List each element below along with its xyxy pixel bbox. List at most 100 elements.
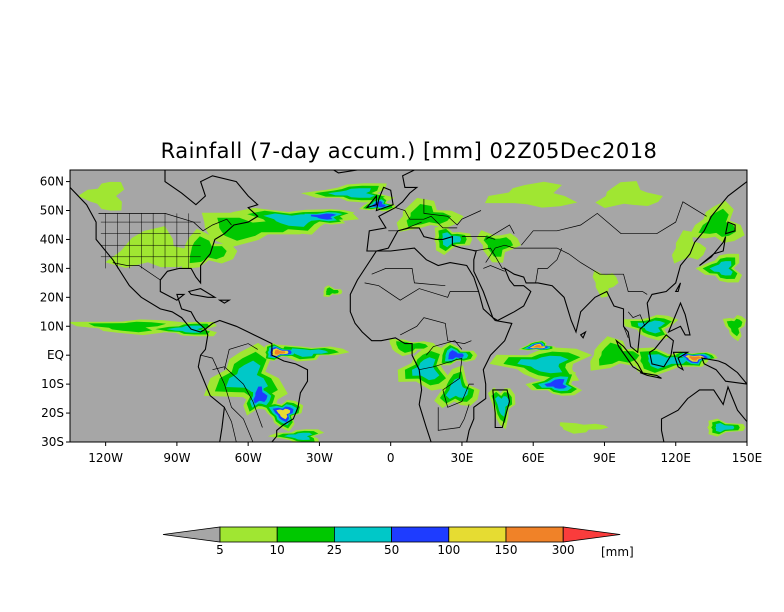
country-border	[98, 213, 232, 232]
rain-contour	[448, 350, 464, 360]
country-border	[388, 221, 422, 232]
country-border	[371, 268, 446, 287]
rain-contour	[592, 270, 619, 298]
colorbar-level-label: 100	[437, 543, 460, 557]
coastline-layer	[70, 170, 747, 442]
colorbar-level-label: 300	[552, 543, 575, 557]
rain-contour	[445, 377, 469, 399]
rain-contour	[442, 232, 462, 248]
country-border	[535, 247, 563, 283]
lon-tick-label: 90E	[593, 451, 616, 465]
lat-tick-label: 20S	[41, 406, 64, 420]
colorbar-swatch	[219, 526, 278, 543]
rain-contour	[559, 422, 609, 434]
lat-tick-label: 30S	[41, 435, 64, 449]
colorbar-swatch	[562, 526, 621, 543]
coastline	[197, 319, 309, 442]
lon-tick-label: 30E	[451, 451, 474, 465]
colorbar-swatch	[448, 526, 507, 543]
coastline	[660, 385, 747, 442]
map-frame	[69, 169, 748, 443]
rain-contour	[406, 204, 452, 227]
rain-contour	[326, 287, 339, 296]
longitude-axis: 120W 90W 60W 30W 0 30E 60E 90E 120E 150E	[88, 442, 762, 465]
country-border	[364, 282, 479, 301]
latitude-axis: 60N 50N 40N 30N 20N 10N EQ 10S 20S 30S	[40, 175, 70, 449]
rain-contour	[532, 344, 543, 348]
coastline	[365, 194, 377, 209]
coastline	[492, 389, 511, 429]
coastline	[375, 186, 394, 212]
lon-tick-label: 120W	[88, 451, 123, 465]
rain-layer	[70, 181, 747, 442]
country-border	[521, 201, 707, 246]
colorbar-swatch	[333, 526, 392, 543]
rain-contour	[544, 379, 567, 389]
country-border-layer	[98, 198, 707, 442]
rain-contour	[310, 213, 337, 220]
country-border	[395, 207, 458, 229]
lat-tick-label: EQ	[47, 348, 64, 362]
rain-contour	[274, 349, 286, 355]
country-border	[461, 236, 496, 240]
rain-contour	[276, 408, 291, 420]
coastline	[332, 170, 358, 174]
country-border	[419, 357, 474, 408]
rain-contour	[484, 181, 578, 208]
rain-contour	[253, 386, 268, 404]
rain-contour	[284, 432, 313, 440]
lat-tick-label: 60N	[40, 175, 64, 189]
rain-contour	[671, 230, 707, 264]
lat-tick-label: 20N	[40, 290, 64, 304]
coastline	[672, 351, 690, 372]
country-border	[224, 343, 258, 370]
coastline	[674, 282, 682, 293]
rain-contour	[715, 423, 735, 433]
colorbar-level-label: 5	[216, 543, 224, 557]
country-border	[627, 311, 646, 327]
lat-tick-label: 10N	[40, 319, 64, 333]
rain-contour	[688, 356, 702, 361]
coastline	[648, 334, 674, 368]
rain-contour	[105, 226, 197, 268]
coastline	[70, 170, 259, 333]
country-border	[485, 224, 515, 240]
colorbar-swatch	[505, 526, 564, 543]
rain-contour	[595, 181, 663, 208]
country-border	[483, 265, 505, 272]
colorbar-unit: [mm]	[601, 545, 634, 559]
country-border	[623, 326, 629, 338]
coastline	[366, 170, 747, 354]
rain-contour	[483, 235, 514, 257]
colorbar-swatch	[391, 526, 450, 543]
rain-contour	[517, 355, 569, 374]
coastline	[639, 372, 662, 379]
colorbar: 5 10 25 50 100 150 300	[162, 526, 621, 557]
map-title: Rainfall (7-day accum.) [mm] 02Z05Dec201…	[161, 139, 658, 163]
coastline	[349, 247, 513, 442]
rain-contour	[166, 325, 203, 333]
coastline	[724, 221, 736, 235]
rain-contour	[328, 188, 375, 198]
colorbar-level-label: 50	[384, 543, 399, 557]
country-border	[224, 407, 237, 442]
colorbar-swatch	[162, 526, 221, 543]
lon-tick-label: 0	[387, 451, 395, 465]
coastline	[217, 299, 232, 304]
lon-tick-label: 60E	[522, 451, 545, 465]
colorbar-level-label: 25	[327, 543, 342, 557]
coastline	[699, 236, 727, 266]
lat-tick-label: 50N	[40, 204, 64, 218]
rain-contour	[189, 236, 227, 264]
country-border	[212, 366, 263, 428]
coastline	[701, 357, 747, 385]
country-border	[473, 247, 505, 269]
lon-tick-label: 150E	[732, 451, 763, 465]
rain-contour	[709, 261, 733, 276]
coastline	[579, 330, 587, 339]
colorbar-level-label: 10	[270, 543, 285, 557]
lon-tick-label: 30W	[306, 451, 333, 465]
country-border	[426, 340, 463, 356]
country-border	[437, 404, 470, 431]
